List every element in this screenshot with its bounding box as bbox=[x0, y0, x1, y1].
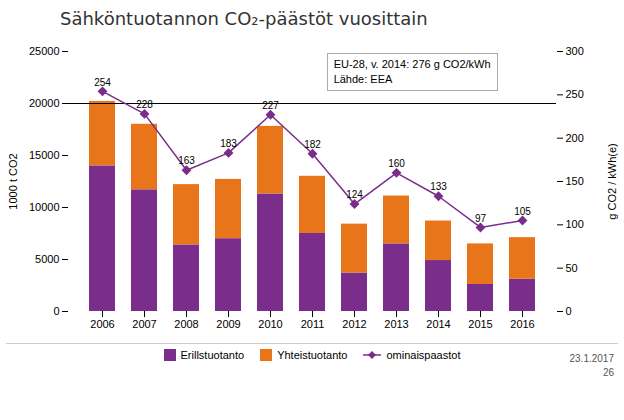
svg-text:2013: 2013 bbox=[384, 318, 408, 330]
svg-text:2011: 2011 bbox=[301, 318, 325, 330]
svg-text:2010: 2010 bbox=[258, 318, 282, 330]
svg-text:2006: 2006 bbox=[90, 318, 114, 330]
svg-text:2014: 2014 bbox=[426, 318, 450, 330]
svg-text:250: 250 bbox=[566, 88, 584, 100]
html-text:23.1.2017: 23.1.2017 bbox=[569, 353, 614, 364]
svg-text:227: 227 bbox=[262, 100, 279, 111]
svg-text:2008: 2008 bbox=[174, 318, 198, 330]
svg-text:25000: 25000 bbox=[29, 45, 60, 57]
svg-text:0: 0 bbox=[53, 305, 59, 317]
svg-text:124: 124 bbox=[346, 189, 363, 200]
svg-text:228: 228 bbox=[136, 99, 153, 110]
html-text:ominaispaastot: ominaispaastot bbox=[386, 349, 461, 361]
html-text:EU-28, v. 2014: 276 g CO2/kWh: EU-28, v. 2014: 276 g CO2/kWh Lähde: EEA bbox=[333, 58, 491, 85]
svg-text:300: 300 bbox=[566, 45, 584, 57]
svg-text:2015: 2015 bbox=[468, 318, 492, 330]
svg-text:2007: 2007 bbox=[132, 318, 156, 330]
svg-text:2016: 2016 bbox=[510, 318, 534, 330]
svg-text:2012: 2012 bbox=[342, 318, 366, 330]
svg-text:163: 163 bbox=[178, 155, 195, 166]
html-text:Yhteistuotanto: Yhteistuotanto bbox=[277, 349, 348, 361]
svg-text:15000: 15000 bbox=[29, 149, 60, 161]
svg-text:182: 182 bbox=[304, 139, 321, 150]
svg-text:150: 150 bbox=[566, 175, 584, 187]
svg-text:200: 200 bbox=[566, 132, 584, 144]
svg-text:97: 97 bbox=[475, 213, 487, 224]
svg-text:100: 100 bbox=[566, 218, 584, 230]
html-text:Erillstuotanto: Erillstuotanto bbox=[180, 349, 245, 361]
svg-text:254: 254 bbox=[94, 77, 111, 88]
html-text:Sähköntuotannon CO₂-päästöt vu: Sähköntuotannon CO₂-päästöt vuosittain bbox=[60, 8, 428, 29]
html-text:26: 26 bbox=[602, 367, 614, 378]
svg-text:2009: 2009 bbox=[216, 318, 240, 330]
svg-text:5000: 5000 bbox=[35, 253, 59, 265]
svg-text:50: 50 bbox=[566, 262, 578, 274]
svg-text:10000: 10000 bbox=[29, 201, 60, 213]
svg-text:105: 105 bbox=[514, 206, 531, 217]
svg-text:g CO2 / kWh(e): g CO2 / kWh(e) bbox=[606, 143, 618, 219]
svg-text:20000: 20000 bbox=[29, 97, 60, 109]
svg-text:133: 133 bbox=[430, 181, 447, 192]
svg-text:0: 0 bbox=[566, 305, 572, 317]
svg-text:160: 160 bbox=[388, 158, 405, 169]
svg-text:1000 t CO2: 1000 t CO2 bbox=[7, 153, 19, 209]
svg-text:183: 183 bbox=[220, 138, 237, 149]
